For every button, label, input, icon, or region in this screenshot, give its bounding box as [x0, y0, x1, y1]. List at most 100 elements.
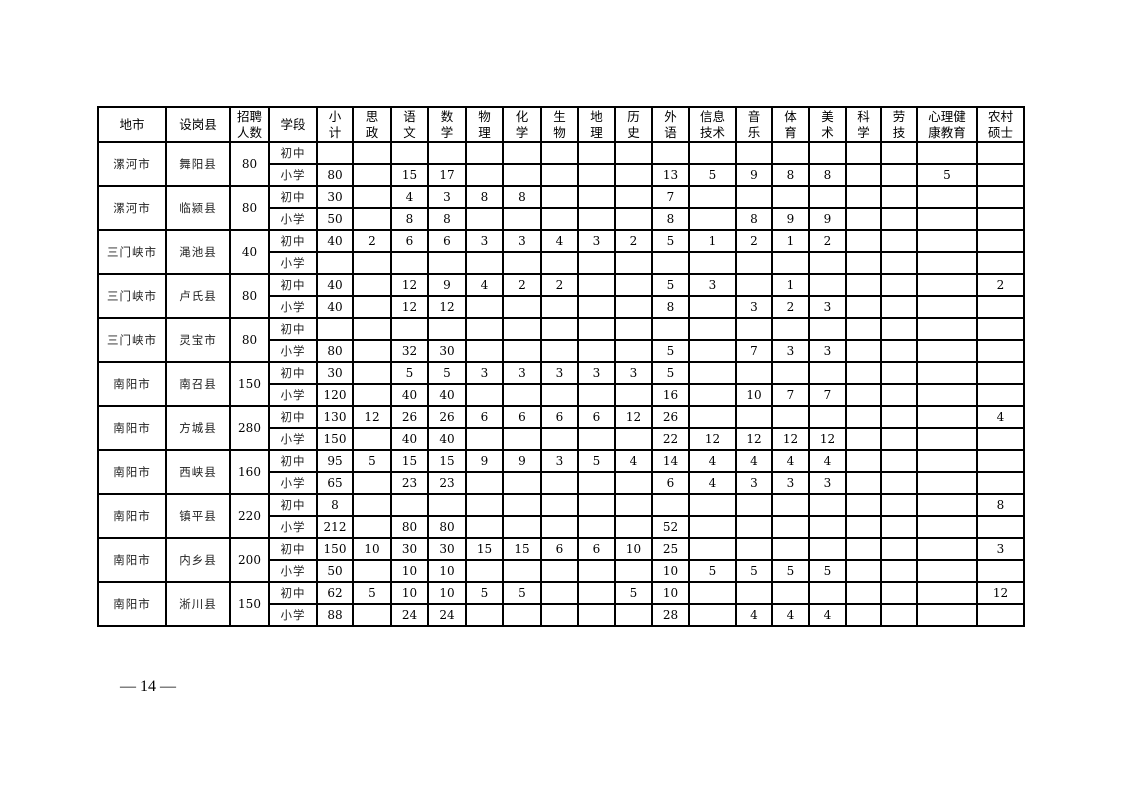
stage-cell: 初中	[268, 141, 318, 165]
value-cell	[651, 493, 690, 517]
value-cell	[735, 405, 773, 429]
stage-cell: 小学	[268, 339, 318, 363]
column-header: 科 学	[845, 106, 882, 143]
value-cell: 12	[688, 427, 737, 451]
value-cell	[502, 471, 542, 495]
value-cell: 26	[390, 405, 429, 429]
value-cell	[352, 185, 392, 209]
value-cell: 16	[651, 383, 690, 407]
value-cell: 3	[808, 339, 847, 363]
value-cell: 1	[771, 229, 810, 253]
value-cell	[845, 537, 882, 561]
value-cell	[845, 251, 882, 275]
value-cell: 10	[427, 581, 467, 605]
value-cell	[577, 251, 616, 275]
value-cell	[916, 317, 978, 341]
value-cell	[688, 361, 737, 385]
value-cell	[808, 581, 847, 605]
value-cell: 22	[651, 427, 690, 451]
value-cell	[465, 317, 504, 341]
value-cell	[808, 141, 847, 165]
column-header: 信息 技术	[688, 106, 737, 143]
stage-cell: 初中	[268, 317, 318, 341]
value-cell	[688, 251, 737, 275]
table-row: 三门峡市 卢氏县 80 初中 40 12 9 4 2 2 5 3 1 2	[97, 273, 1025, 319]
value-cell	[688, 537, 737, 561]
value-cell	[465, 383, 504, 407]
value-cell	[352, 471, 392, 495]
value-cell	[614, 383, 653, 407]
value-cell	[771, 515, 810, 539]
value-cell: 3	[771, 339, 810, 363]
value-cell	[880, 141, 918, 165]
value-cell	[352, 383, 392, 407]
value-cell	[880, 251, 918, 275]
value-cell: 40	[427, 383, 467, 407]
value-cell: 5	[352, 449, 392, 473]
value-cell: 2	[771, 295, 810, 319]
value-cell	[465, 515, 504, 539]
value-cell: 24	[390, 603, 429, 627]
value-cell	[808, 185, 847, 209]
value-cell	[614, 141, 653, 165]
value-cell	[880, 273, 918, 297]
value-cell	[976, 559, 1025, 583]
value-cell	[465, 559, 504, 583]
table-row: 南阳市 西峡县 160 初中 95 5 15 15 9 9 3 5 4 14 4 4 4 4	[97, 449, 1025, 495]
value-cell	[352, 427, 392, 451]
value-cell: 5	[352, 581, 392, 605]
value-cell	[540, 339, 579, 363]
value-cell: 6	[540, 537, 579, 561]
table-row: 小学 120 40 40 16 10 7 7	[98, 383, 1025, 407]
value-cell: 4	[808, 603, 847, 627]
value-cell	[688, 295, 737, 319]
value-cell: 7	[735, 339, 773, 363]
value-cell: 9	[465, 449, 504, 473]
value-cell	[688, 207, 737, 231]
value-cell	[352, 515, 392, 539]
county-cell: 方城县	[165, 405, 231, 451]
stage-cell: 初中	[268, 449, 318, 473]
value-cell: 5	[651, 361, 690, 385]
value-cell: 6	[577, 537, 616, 561]
value-cell: 7	[651, 185, 690, 209]
value-cell: 5	[577, 449, 616, 473]
value-cell	[390, 493, 429, 517]
value-cell	[808, 493, 847, 517]
value-cell	[427, 141, 467, 165]
column-header: 外 语	[651, 106, 690, 143]
city-cell: 三门峡市	[97, 317, 167, 363]
value-cell	[688, 515, 737, 539]
table-header-row: 地市 设岗县 招聘 人数 学段小 计思 政语 文数 学物 理化 学生 物地 理历 史外…	[97, 106, 1025, 143]
table-row: 南阳市 内乡县 200 初中 150 10 30 30 15 15 6 6 10 25 3	[97, 537, 1025, 583]
value-cell	[845, 295, 882, 319]
value-cell	[845, 361, 882, 385]
table-row: 南阳市 南召县 150 初中 30 5 5 3 3 3 3 3 5	[97, 361, 1025, 407]
value-cell	[880, 427, 918, 451]
city-cell: 三门峡市	[97, 229, 167, 275]
value-cell	[540, 207, 579, 231]
county-cell: 卢氏县	[165, 273, 231, 319]
value-cell: 10	[614, 537, 653, 561]
value-cell: 3	[735, 295, 773, 319]
value-cell	[845, 603, 882, 627]
table-row: 小学 88 24 24 28 4 4 4	[98, 603, 1025, 627]
recruit-total-cell: 40	[229, 229, 270, 275]
value-cell: 120	[316, 383, 354, 407]
value-cell	[502, 383, 542, 407]
value-cell: 9	[771, 207, 810, 231]
value-cell	[465, 295, 504, 319]
value-cell	[651, 251, 690, 275]
value-cell	[614, 317, 653, 341]
value-cell: 4	[976, 405, 1025, 429]
value-cell: 12	[614, 405, 653, 429]
value-cell	[880, 185, 918, 209]
table-row: 三门峡市 灵宝市 80 初中	[97, 317, 1025, 363]
value-cell: 40	[316, 273, 354, 297]
value-cell	[502, 515, 542, 539]
value-cell	[688, 339, 737, 363]
value-cell	[771, 405, 810, 429]
value-cell	[502, 427, 542, 451]
value-cell: 4	[465, 273, 504, 297]
value-cell	[688, 493, 737, 517]
